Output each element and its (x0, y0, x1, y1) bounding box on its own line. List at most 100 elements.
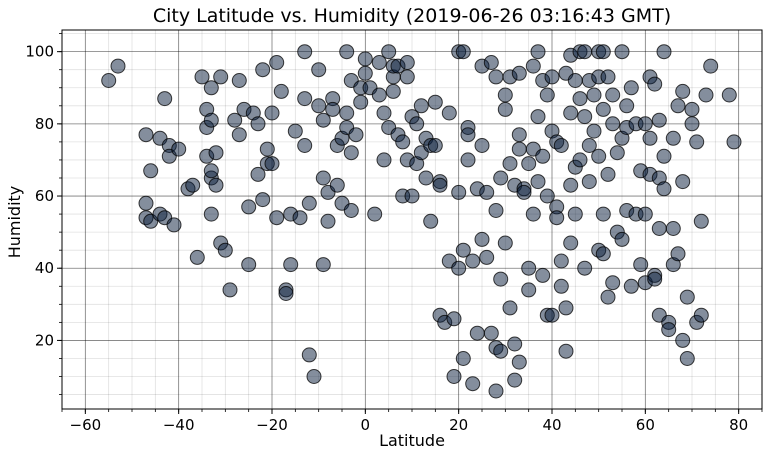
data-point (595, 206, 611, 222)
data-point (493, 271, 509, 287)
data-point (521, 260, 537, 276)
data-point (367, 206, 383, 222)
data-point (404, 188, 420, 204)
data-point (385, 83, 401, 99)
data-point (311, 62, 327, 78)
data-point (222, 282, 238, 298)
x-axis-ticks: −60 −40 −20 0 20 40 60 80 (61, 409, 763, 434)
data-point (339, 44, 355, 60)
data-point (250, 116, 266, 132)
data-point (306, 369, 322, 384)
data-point (502, 300, 518, 316)
data-point (605, 275, 621, 291)
data-point (563, 235, 579, 251)
data-point (287, 123, 303, 139)
y-tick-label: 40 (35, 259, 54, 277)
data-point (231, 73, 247, 88)
data-point (315, 112, 331, 128)
data-point (647, 271, 663, 287)
data-point (539, 188, 555, 204)
data-point (227, 112, 243, 128)
data-point (194, 69, 210, 85)
y-tick-label: 60 (35, 187, 54, 205)
data-point (577, 109, 593, 125)
data-point (311, 98, 327, 114)
data-point (320, 213, 336, 229)
data-point (497, 235, 513, 251)
data-point (530, 109, 546, 125)
x-tick-label: −60 (70, 416, 102, 434)
data-point (376, 152, 392, 168)
data-point (563, 177, 579, 193)
x-tick-label: −40 (163, 416, 195, 434)
data-point (553, 138, 569, 153)
data-point (231, 127, 247, 143)
data-point (703, 58, 719, 74)
data-point (675, 332, 691, 348)
data-point (656, 44, 672, 60)
data-point (521, 156, 537, 172)
data-point (530, 44, 546, 60)
data-point (297, 91, 313, 107)
x-tick-label: 60 (636, 416, 655, 434)
y-tick-label: 20 (35, 331, 54, 349)
x-axis-label: Latitude (379, 431, 445, 450)
data-point (395, 134, 411, 150)
data-point (101, 73, 117, 88)
data-point (255, 192, 271, 208)
data-point (502, 156, 518, 172)
x-tick-label: 0 (361, 416, 371, 434)
data-point (553, 278, 569, 294)
data-point (637, 206, 653, 222)
data-point (670, 246, 686, 262)
data-point (642, 130, 658, 146)
data-point (595, 44, 611, 60)
data-point (474, 138, 490, 153)
data-point (469, 325, 485, 341)
data-point (558, 343, 574, 359)
data-point (577, 260, 593, 276)
data-point (357, 65, 373, 81)
data-point (698, 87, 714, 103)
data-point (399, 69, 415, 85)
data-point (273, 83, 289, 99)
data-point (507, 372, 523, 388)
data-point (623, 278, 639, 294)
data-point (595, 246, 611, 262)
data-point (516, 184, 532, 200)
data-point (567, 73, 583, 88)
data-point (348, 127, 364, 143)
data-point (689, 134, 705, 150)
x-tick-label: 40 (542, 416, 561, 434)
data-point (675, 83, 691, 99)
data-point (465, 376, 481, 392)
data-point (241, 199, 257, 215)
data-point (213, 69, 229, 85)
data-point (558, 300, 574, 316)
data-point (185, 177, 201, 193)
data-point (530, 174, 546, 190)
data-point (460, 127, 476, 143)
data-point (203, 112, 219, 128)
data-point (315, 257, 331, 273)
data-point (581, 174, 597, 190)
chart-title: City Latitude vs. Humidity (2019-06-26 0… (153, 5, 671, 27)
data-point (539, 87, 555, 103)
data-point (255, 62, 271, 78)
data-point (208, 177, 224, 193)
data-point (483, 55, 499, 70)
data-point (693, 307, 709, 323)
data-point (535, 267, 551, 283)
data-point (301, 347, 317, 363)
data-point (544, 307, 560, 323)
data-point (455, 44, 471, 60)
data-point (399, 55, 415, 70)
data-point (684, 116, 700, 132)
data-point (283, 257, 299, 273)
data-point (497, 101, 513, 117)
data-point (329, 177, 345, 193)
data-point (493, 170, 509, 186)
data-point (675, 174, 691, 190)
data-point (138, 195, 154, 211)
data-point (605, 87, 621, 103)
